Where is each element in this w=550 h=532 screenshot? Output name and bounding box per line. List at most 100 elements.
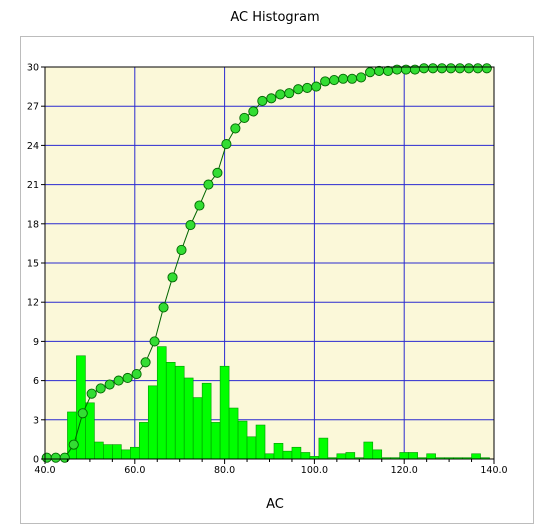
cumulative-point <box>230 123 241 134</box>
cumulative-point <box>320 76 331 87</box>
x-axis-label: AC <box>266 497 284 512</box>
cumulative-point <box>203 179 214 190</box>
x-tick-label: 120.0 <box>391 465 418 476</box>
histogram-bar <box>264 453 275 460</box>
histogram-bar <box>291 446 302 460</box>
cumulative-point <box>68 439 79 450</box>
cumulative-point <box>185 220 196 231</box>
x-tick-label: 140.0 <box>480 465 507 476</box>
x-tick-label: 40.0 <box>34 465 55 476</box>
histogram-bar <box>273 443 284 460</box>
axis-ticks <box>41 66 495 464</box>
histogram-bar <box>156 346 167 460</box>
cumulative-point <box>427 63 438 74</box>
histogram-bar <box>363 441 374 460</box>
histogram-bar <box>426 453 436 460</box>
x-tick-label: 60.0 <box>124 465 145 476</box>
cumulative-point <box>140 357 151 368</box>
histogram-bar <box>345 452 356 460</box>
y-tick-label: 27 <box>27 102 39 113</box>
chart-title: AC Histogram <box>230 10 320 25</box>
y-tick-label: 3 <box>33 415 39 426</box>
cumulative-point <box>409 64 421 75</box>
cumulative-point <box>113 375 124 386</box>
cumulative-point <box>275 89 286 100</box>
cumulative-point <box>221 139 232 150</box>
y-tick-label: 0 <box>33 455 39 466</box>
histogram-bar <box>471 453 481 460</box>
histogram-bar <box>228 407 239 460</box>
cumulative-point <box>104 379 115 390</box>
cumulative-point <box>122 372 133 384</box>
histogram-bar <box>246 436 257 460</box>
cumulative-point <box>266 93 277 104</box>
histogram-bar <box>408 452 418 460</box>
cumulative-point <box>365 67 376 78</box>
cumulative-point <box>436 63 447 74</box>
cumulative-point <box>149 336 160 347</box>
y-tick-label: 12 <box>27 298 39 309</box>
cumulative-point <box>239 112 250 124</box>
histogram-bar <box>112 444 122 460</box>
cumulative-point <box>176 244 187 255</box>
histogram-bar <box>201 382 212 460</box>
cumulative-point <box>472 63 483 74</box>
histogram-bar <box>318 437 329 460</box>
histogram-bar <box>121 449 131 460</box>
cumulative-point <box>400 64 412 75</box>
cumulative-point <box>391 64 403 75</box>
cumulative-point <box>311 81 322 92</box>
cumulative-point <box>284 88 295 99</box>
cumulative-point <box>257 95 268 107</box>
cumulative-point <box>329 75 340 86</box>
histogram-bar <box>219 365 230 460</box>
histogram-bar <box>210 422 221 460</box>
histogram-bar <box>399 452 409 460</box>
histogram-bar <box>94 441 104 460</box>
cumulative-point <box>167 272 178 283</box>
cumulative-point <box>194 200 205 211</box>
cumulative-point <box>77 408 88 419</box>
y-tick-labels: 0 3 6 9 12 15 18 21 24 27 30 <box>27 63 39 466</box>
cumulative-point <box>50 452 61 463</box>
histogram-bar <box>300 452 311 460</box>
x-tick-labels: 40.0 60.0 80.0 100.0 120.0 140.0 <box>34 465 507 476</box>
histogram-bar <box>103 444 113 460</box>
histogram-bar <box>147 385 158 460</box>
cumulative-point <box>212 167 223 178</box>
histogram-bar <box>174 365 185 460</box>
y-tick-label: 15 <box>27 259 39 270</box>
cumulative-point <box>445 63 456 74</box>
histogram-bar <box>130 446 140 460</box>
cumulative-point <box>293 84 304 95</box>
histogram-bar <box>282 450 293 460</box>
cumulative-point <box>158 302 169 313</box>
y-tick-label: 24 <box>27 141 39 152</box>
cumulative-point <box>302 82 313 93</box>
histogram-bar <box>336 453 347 460</box>
histogram-bar <box>165 362 176 460</box>
cumulative-point <box>374 65 385 76</box>
cumulative-point <box>86 388 97 399</box>
histogram-bars <box>67 346 490 460</box>
cumulative-point <box>454 63 465 74</box>
histogram-bar <box>192 397 203 460</box>
cumulative-point <box>248 106 259 117</box>
cumulative-point <box>41 452 52 463</box>
cumulative-point <box>347 73 358 84</box>
cumulative-point <box>338 73 349 84</box>
histogram-bar <box>138 422 149 460</box>
cumulative-point <box>356 72 367 83</box>
cumulative-point <box>131 369 142 380</box>
histogram-bar <box>255 424 266 460</box>
cumulative-point <box>95 383 106 394</box>
histogram-bar <box>237 420 248 460</box>
y-tick-label: 21 <box>27 180 39 191</box>
x-tick-label: 80.0 <box>214 465 235 476</box>
histogram-bar <box>372 449 383 460</box>
histogram-bar <box>183 377 194 460</box>
cumulative-point <box>418 63 430 74</box>
x-tick-label: 100.0 <box>301 465 328 476</box>
y-tick-label: 9 <box>33 337 39 348</box>
